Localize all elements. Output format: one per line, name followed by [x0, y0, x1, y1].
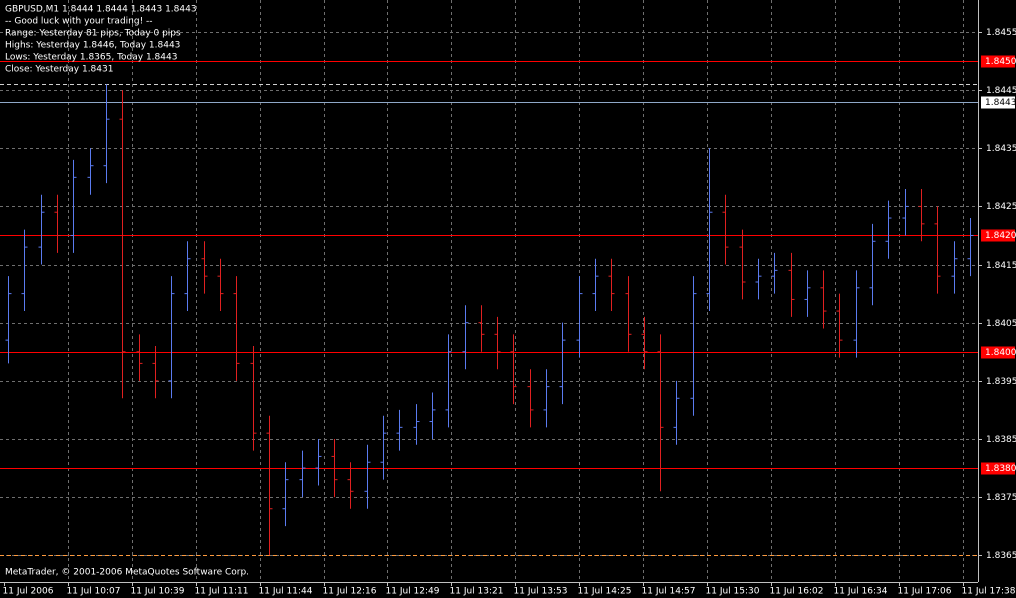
x-tick-label: 11 Jul 12:16: [323, 587, 377, 597]
grid: [0, 0, 982, 586]
level-label: 1.8420: [985, 231, 1016, 241]
level-label-box: [981, 229, 1015, 242]
x-tick-label: 11 Jul 13:53: [514, 587, 568, 597]
info-line: Lows: Yesterday 1.8365, Today 1.8443: [5, 53, 177, 63]
x-tick-label: 11 Jul 16:34: [834, 587, 888, 597]
level-label-box: [981, 96, 1015, 109]
labels: GBPUSD,M1 1.8444 1.8444 1.8443 1.8443 Me…: [3, 5, 1016, 597]
level-label: 1.8450: [985, 57, 1016, 67]
x-tick-label: 11 Jul 17:38: [962, 587, 1016, 597]
y-tick-label: 1.8425: [986, 202, 1016, 212]
copyright: MetaTrader, © 2001-2006 MetaQuotes Softw…: [5, 568, 249, 578]
x-tick-label: 11 Jul 10:39: [131, 587, 185, 597]
y-tick-label: 1.8365: [986, 551, 1016, 561]
x-tick-label: 11 Jul 15:30: [706, 587, 760, 597]
x-tick-label: 11 Jul 16:02: [770, 587, 824, 597]
level-label: 1.8443: [985, 98, 1016, 108]
x-tick-label: 11 Jul 14:57: [642, 587, 696, 597]
info-line: Range: Yesterday 81 pips, Today 0 pips: [5, 29, 181, 39]
info-line: Close: Yesterday 1.8431: [5, 65, 113, 75]
levels: [0, 61, 978, 556]
x-tick-label: 11 Jul 14:25: [578, 587, 632, 597]
y-tick-label: 1.8445: [986, 86, 1016, 96]
level-label-box: [981, 55, 1015, 68]
y-tick-label: 1.8435: [986, 144, 1016, 154]
level-label-box: [981, 462, 1015, 475]
level-label: 1.8380: [985, 464, 1016, 474]
symbol-line: GBPUSD,M1 1.8444 1.8444 1.8443 1.8443: [5, 5, 197, 15]
y-tick-label: 1.8415: [986, 261, 1016, 271]
bars: [5, 84, 974, 556]
x-tick-label: 11 Jul 13:21: [450, 587, 504, 597]
y-tick-label: 1.8455: [986, 28, 1016, 38]
info-line: Highs: Yesterday 1.8446, Today 1.8443: [5, 41, 180, 51]
level-label-box: [981, 346, 1015, 359]
y-tick-label: 1.8405: [986, 319, 1016, 329]
x-tick-label: 11 Jul 11:11: [195, 587, 249, 597]
x-tick-label: 11 Jul 10:07: [67, 587, 121, 597]
y-tick-label: 1.8395: [986, 377, 1016, 387]
level-label: 1.8400: [985, 348, 1016, 358]
y-tick-label: 1.8385: [986, 435, 1016, 445]
x-tick-label: 11 Jul 17:06: [898, 587, 952, 597]
x-tick-label: 11 Jul 12:49: [386, 587, 440, 597]
x-tick-label: 11 Jul 11:44: [259, 587, 313, 597]
x-tick-label: 11 Jul 2006: [3, 587, 54, 597]
y-tick-label: 1.8375: [986, 493, 1016, 503]
info-line: -- Good luck with your trading! --: [5, 17, 153, 27]
